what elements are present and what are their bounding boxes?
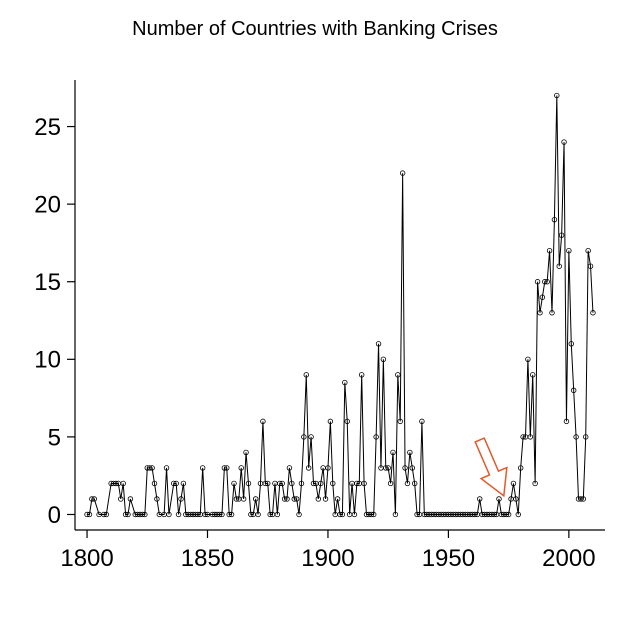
x-tick-label: 1850 bbox=[181, 545, 234, 572]
y-tick-label: 20 bbox=[34, 192, 61, 219]
y-tick-label: 25 bbox=[34, 114, 61, 141]
annotation-arrow bbox=[475, 438, 507, 496]
x-tick-label: 2000 bbox=[542, 545, 595, 572]
y-tick-label: 0 bbox=[48, 502, 61, 529]
y-tick-label: 10 bbox=[34, 347, 61, 374]
x-tick-label: 1950 bbox=[422, 545, 475, 572]
y-tick-label: 5 bbox=[48, 424, 61, 451]
series-line bbox=[87, 96, 593, 515]
chart-container: Number of Countries with Banking Crises … bbox=[0, 0, 630, 630]
x-tick-label: 1900 bbox=[301, 545, 354, 572]
x-tick-label: 1800 bbox=[60, 545, 113, 572]
y-tick-label: 15 bbox=[34, 269, 61, 296]
chart-svg: 1800 1850 1900 1950 2000 0 5 10 15 20 25 bbox=[0, 0, 630, 630]
